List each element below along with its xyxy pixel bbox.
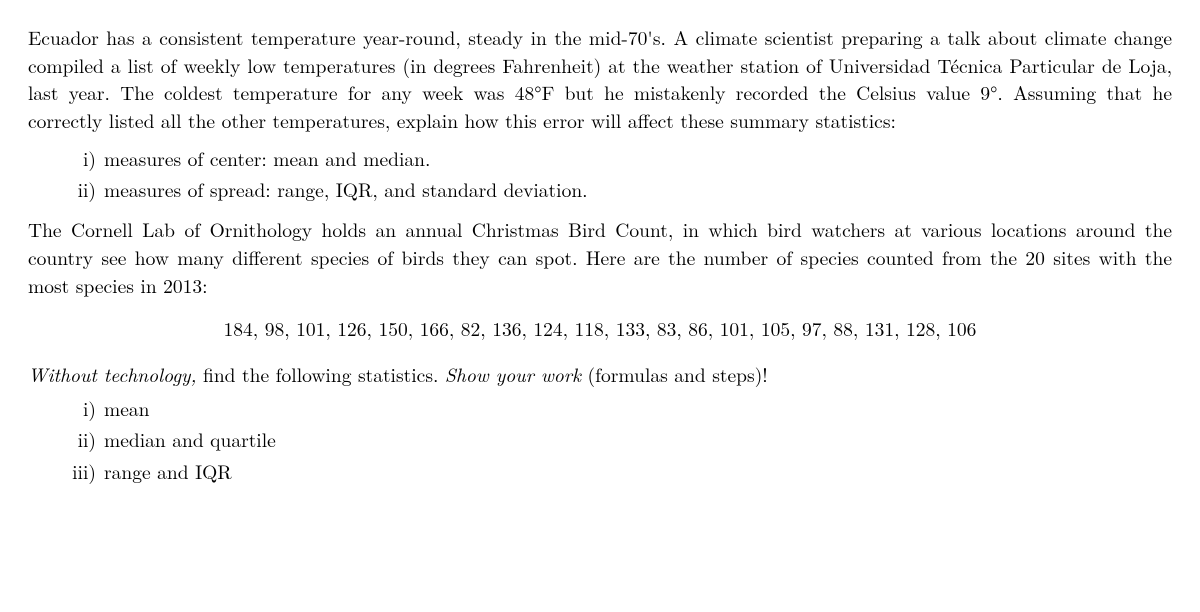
q2-instruction: Without technology, find the following s… (28, 361, 1172, 389)
instruction-post: (formulas and steps)! (581, 360, 768, 388)
list-number: i) (62, 145, 104, 173)
list-text: median and quartile (104, 426, 276, 454)
list-text: range and IQR (104, 458, 232, 486)
list-text: mean (104, 395, 150, 423)
instruction-emphasis-pre: Without technology, (28, 360, 197, 388)
list-number: ii) (62, 176, 104, 204)
instruction-emphasis: Show your work (445, 360, 581, 388)
q2-list: i) mean ii) median and quartile iii) ran… (28, 395, 1172, 486)
list-number: ii) (62, 426, 104, 454)
list-item: i) mean (62, 395, 1172, 423)
list-item: iii) range and IQR (62, 458, 1172, 486)
list-item: i) measures of center: mean and median. (62, 145, 1172, 173)
list-number: iii) (62, 458, 104, 486)
q1-paragraph: Ecuador has a consistent temperature yea… (28, 24, 1172, 135)
list-item: ii) measures of spread: range, IQR, and … (62, 176, 1172, 204)
q1-list: i) measures of center: mean and median. … (28, 145, 1172, 204)
q2-data-values: 184, 98, 101, 126, 150, 166, 82, 136, 12… (28, 315, 1172, 343)
list-number: i) (62, 395, 104, 423)
instruction-mid: find the following statistics. (197, 360, 445, 388)
q2-paragraph: The Cornell Lab of Ornithology holds an … (28, 216, 1172, 299)
list-item: ii) median and quartile (62, 426, 1172, 454)
list-text: measures of spread: range, IQR, and stan… (104, 176, 588, 204)
list-text: measures of center: mean and median. (104, 145, 430, 173)
